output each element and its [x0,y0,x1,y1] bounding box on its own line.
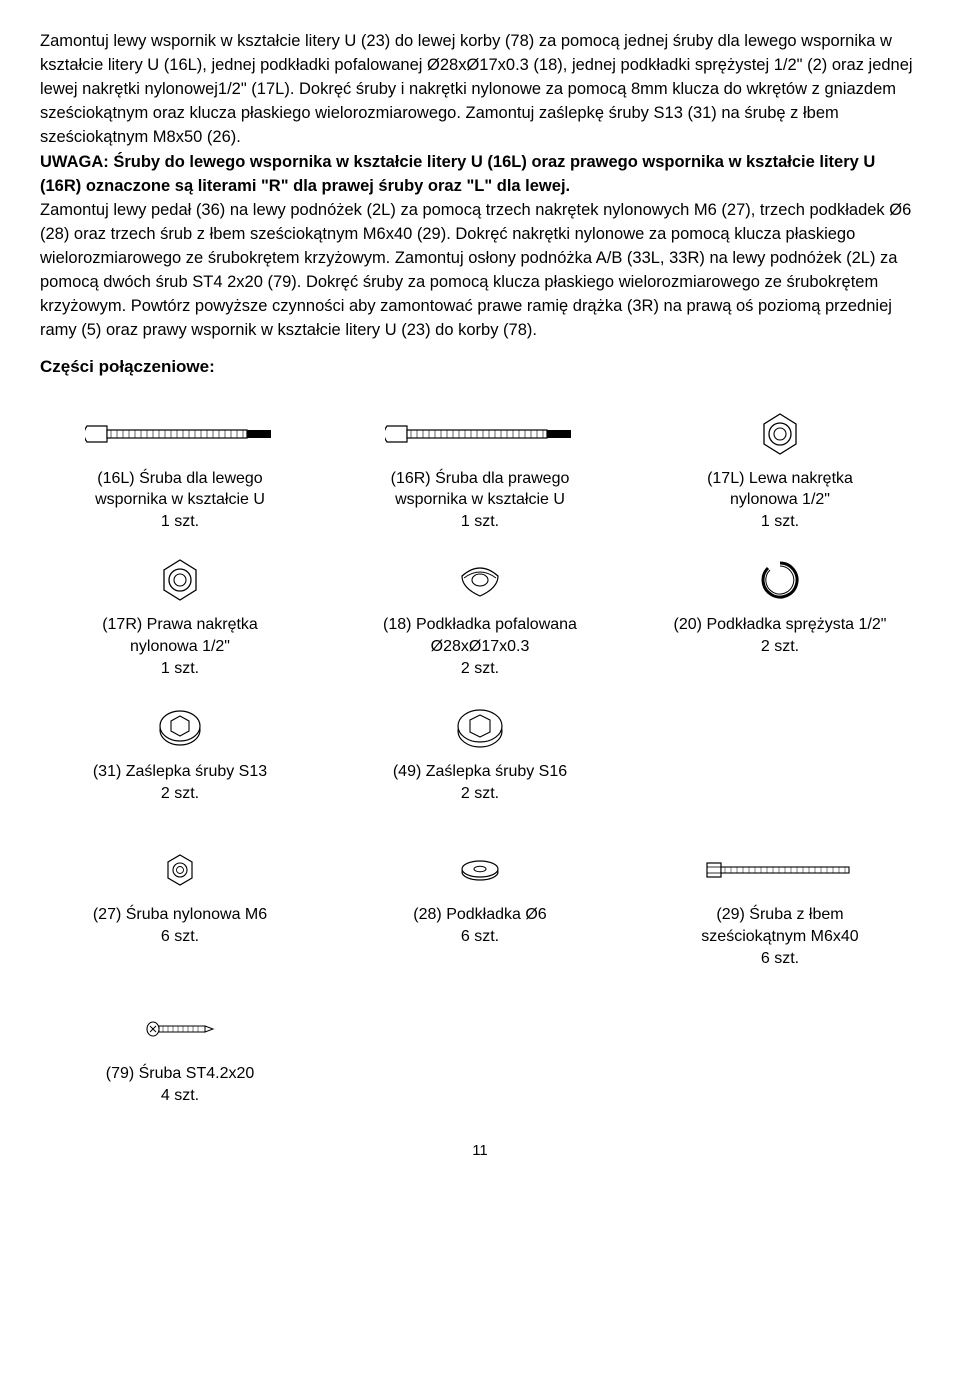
part-label: (29) Śruba z łbem sześciokątnym M6x40 6 … [701,904,858,969]
label-line: 1 szt. [761,513,799,530]
part-29: (29) Śruba z łbem sześciokątnym M6x40 6 … [640,836,920,983]
part-16L: (16L) Śruba dla lewego wspornika w kszta… [40,400,320,547]
part-28: (28) Podkładka Ø6 6 szt. [340,836,620,983]
label-line: 1 szt. [461,513,499,530]
label-line: (17L) Lewa nakrętka [707,470,853,487]
label-line: 2 szt. [761,638,799,655]
page-number: 11 [40,1140,920,1162]
part-label: (27) Śruba nylonowa M6 6 szt. [93,904,267,947]
label-line: 1 szt. [161,660,199,677]
label-line: (16R) Śruba dla prawego [391,470,570,487]
part-label: (16R) Śruba dla prawego wspornika w kszt… [391,468,570,533]
bolt-cap-icon [454,697,506,757]
hex-nut-small-icon [163,840,197,900]
wave-washer-icon [457,550,503,610]
spring-washer-icon [758,550,802,610]
label-line: sześciokątnym M6x40 [701,928,858,945]
part-31: (31) Zaślepka śruby S13 2 szt. [40,693,320,818]
hex-nut-icon [757,404,803,464]
label-line: 6 szt. [761,950,799,967]
label-line: (20) Podkładka sprężysta 1/2" [674,616,887,633]
paragraph-warning: UWAGA: Śruby do lewego wspornika w kszta… [40,151,920,199]
part-49: (49) Zaślepka śruby S16 2 szt. [340,693,620,818]
label-line: 6 szt. [461,928,499,945]
label-line: (31) Zaślepka śruby S13 [93,763,267,780]
bolt-long-icon [85,404,275,464]
part-27: (27) Śruba nylonowa M6 6 szt. [40,836,320,983]
parts-row-2: (17R) Prawa nakrętka nylonowa 1/2" 1 szt… [40,546,920,693]
part-label: (49) Zaślepka śruby S16 2 szt. [393,761,567,804]
label-line: 1 szt. [161,513,199,530]
label-line: (29) Śruba z łbem [716,906,843,923]
part-label: (28) Podkładka Ø6 6 szt. [413,904,546,947]
parts-row-1: (16L) Śruba dla lewego wspornika w kszta… [40,400,920,547]
parts-row-4: (27) Śruba nylonowa M6 6 szt. (28) Podkł… [40,836,920,983]
parts-row-5: (79) Śruba ST4.2x20 4 szt. [40,995,920,1120]
part-label: (17L) Lewa nakrętka nylonowa 1/2" 1 szt. [707,468,853,533]
part-18: (18) Podkładka pofalowana Ø28xØ17x0.3 2 … [340,546,620,693]
label-line: (27) Śruba nylonowa M6 [93,906,267,923]
part-17L: (17L) Lewa nakrętka nylonowa 1/2" 1 szt. [640,400,920,547]
label-line: 6 szt. [161,928,199,945]
label-line: nylonowa 1/2" [130,638,230,655]
label-line: nylonowa 1/2" [730,491,830,508]
part-label: (31) Zaślepka śruby S13 2 szt. [93,761,267,804]
label-line: 2 szt. [461,785,499,802]
part-label: (18) Podkładka pofalowana Ø28xØ17x0.3 2 … [383,614,577,679]
label-line: (28) Podkładka Ø6 [413,906,546,923]
paragraph-1: Zamontuj lewy wspornik w kształcie liter… [40,30,920,150]
part-79: (79) Śruba ST4.2x20 4 szt. [40,995,320,1120]
section-heading: Części połączeniowe: [40,355,920,380]
label-line: 4 szt. [161,1087,199,1104]
part-17R: (17R) Prawa nakrętka nylonowa 1/2" 1 szt… [40,546,320,693]
part-20: (20) Podkładka sprężysta 1/2" 2 szt. [640,546,920,693]
bolt-cap-icon [155,697,205,757]
hex-nut-icon [157,550,203,610]
part-label: (16L) Śruba dla lewego wspornika w kszta… [95,468,265,533]
instruction-text: Zamontuj lewy wspornik w kształcie liter… [40,30,920,343]
part-label: (79) Śruba ST4.2x20 4 szt. [106,1063,255,1106]
flat-washer-icon [458,840,502,900]
label-line: (16L) Śruba dla lewego [97,470,262,487]
label-line: (17R) Prawa nakrętka [102,616,258,633]
label-line: (79) Śruba ST4.2x20 [106,1065,255,1082]
part-label: (20) Podkładka sprężysta 1/2" 2 szt. [674,614,887,657]
label-line: wspornika w kształcie U [395,491,565,508]
hex-bolt-icon [705,840,855,900]
label-line: Ø28xØ17x0.3 [431,638,530,655]
paragraph-3: Zamontuj lewy pedał (36) na lewy podnóże… [40,199,920,343]
label-line: 2 szt. [161,785,199,802]
label-line: wspornika w kształcie U [95,491,265,508]
label-line: (49) Zaślepka śruby S16 [393,763,567,780]
label-line: (18) Podkładka pofalowana [383,616,577,633]
bolt-long-icon [385,404,575,464]
label-line: 2 szt. [461,660,499,677]
part-16R: (16R) Śruba dla prawego wspornika w kszt… [340,400,620,547]
part-label: (17R) Prawa nakrętka nylonowa 1/2" 1 szt… [102,614,258,679]
parts-row-3: (31) Zaślepka śruby S13 2 szt. (49) Zaśl… [40,693,920,818]
screw-icon [145,999,215,1059]
